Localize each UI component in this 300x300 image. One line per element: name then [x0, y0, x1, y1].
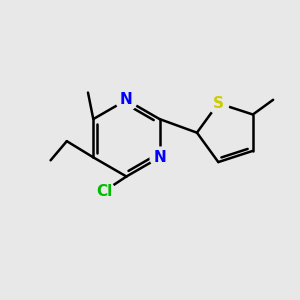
Text: S: S [213, 96, 224, 111]
Text: N: N [153, 150, 166, 165]
Text: Cl: Cl [96, 184, 112, 199]
Text: N: N [120, 92, 133, 107]
